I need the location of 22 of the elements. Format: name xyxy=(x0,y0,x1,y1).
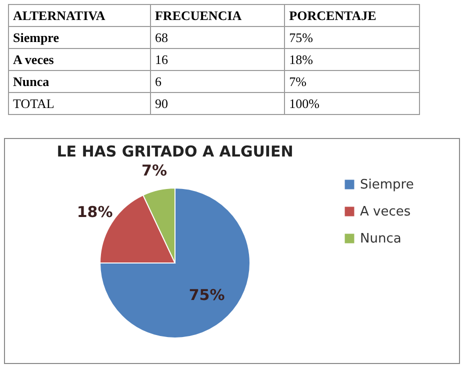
text: 68 xyxy=(150,26,285,48)
text: FRECUENCIA xyxy=(150,4,285,26)
text: 6 xyxy=(150,70,285,92)
text: ALTERNATIVA xyxy=(8,4,150,26)
data-label: 18% xyxy=(76,203,113,222)
category-label: Nunca xyxy=(13,74,50,88)
text: 100% xyxy=(284,92,420,114)
text: 75% xyxy=(289,30,313,44)
text: 7% xyxy=(289,74,306,88)
text: PORCENTAJE xyxy=(284,4,420,26)
text: 18% xyxy=(289,52,313,66)
category-label: A veces xyxy=(13,52,54,66)
category-label: Siempre xyxy=(13,30,59,44)
text: TOTAL xyxy=(8,92,150,114)
text: 90 xyxy=(150,92,285,114)
legend-label: Siempre xyxy=(360,178,414,192)
chart-title: LE HAS GRITADO A ALGUIEN xyxy=(56,142,294,160)
legend-label: A veces xyxy=(360,204,411,220)
text: 16 xyxy=(150,48,285,70)
data-label: 75% xyxy=(188,286,225,304)
legend-label: Nunca xyxy=(360,232,402,246)
data-label: 7% xyxy=(142,161,168,180)
